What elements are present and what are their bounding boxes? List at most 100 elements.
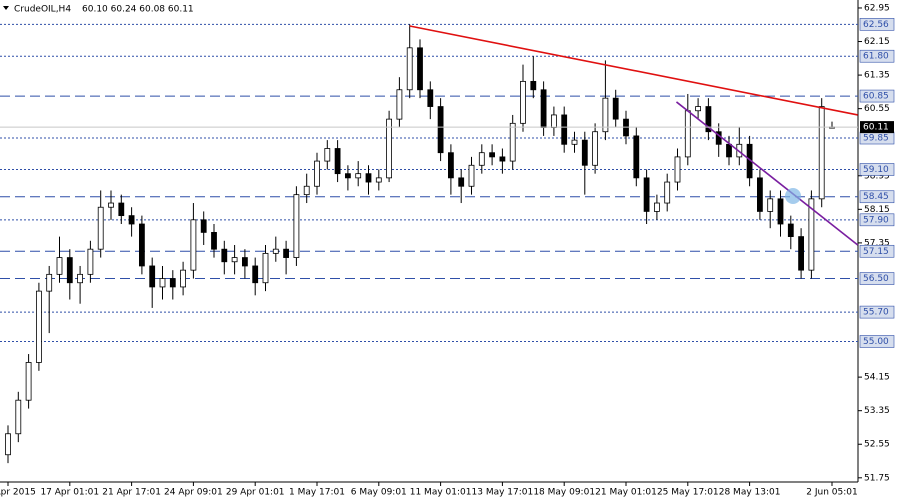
x-tick-label: 11 May 01:01 bbox=[410, 488, 472, 498]
level-label: 58.45 bbox=[863, 192, 889, 202]
candle-body bbox=[561, 114, 568, 145]
trend-line bbox=[409, 25, 858, 116]
candle-body bbox=[15, 399, 22, 435]
candle-body bbox=[509, 122, 516, 162]
candle-body bbox=[458, 177, 465, 187]
x-tick-label: 6 May 09:01 bbox=[351, 488, 407, 498]
candle-body bbox=[551, 114, 557, 128]
candle-body bbox=[262, 252, 269, 284]
candle-body bbox=[36, 290, 42, 363]
level-label: 59.10 bbox=[863, 165, 889, 175]
x-tick-label: 1 May 17:01 bbox=[289, 488, 345, 498]
candle-body bbox=[787, 223, 794, 237]
y-tick-label: 60.55 bbox=[864, 104, 890, 114]
x-tick-label: 25 May 17:01 bbox=[657, 488, 719, 498]
candle-body bbox=[612, 97, 619, 120]
candle-body bbox=[581, 139, 588, 166]
y-tick-label: 58.95 bbox=[864, 171, 890, 181]
candle-body bbox=[221, 248, 228, 263]
level-label-box bbox=[859, 213, 895, 227]
x-tick-label: 21 Apr 17:01 bbox=[102, 488, 161, 498]
x-tick-label: 24 Apr 09:01 bbox=[164, 488, 223, 498]
candle-body bbox=[180, 269, 187, 288]
candle-body bbox=[66, 257, 73, 284]
y-tick-label: 62.15 bbox=[864, 37, 890, 47]
candle-body bbox=[818, 106, 825, 200]
candle-body bbox=[252, 265, 259, 284]
current-price-box bbox=[860, 121, 894, 134]
candle-body bbox=[169, 278, 176, 288]
ohlc-text: 60.10 60.24 60.08 60.11 bbox=[82, 5, 194, 15]
candle-body bbox=[231, 257, 238, 263]
x-tick-label: 28 May 13:01 bbox=[719, 488, 781, 498]
candle-body bbox=[190, 219, 197, 271]
candle-body bbox=[365, 173, 372, 183]
candle-body bbox=[540, 89, 547, 128]
candle-body bbox=[592, 131, 598, 166]
candle-body bbox=[427, 89, 434, 107]
candle-body bbox=[386, 118, 393, 179]
candle-body bbox=[417, 47, 423, 91]
level-label-box bbox=[859, 89, 895, 103]
candle-body bbox=[25, 362, 32, 401]
candle-body bbox=[355, 173, 362, 179]
candle-body bbox=[478, 152, 485, 166]
candle-body bbox=[241, 257, 248, 267]
candle-body bbox=[159, 278, 166, 288]
menu-icon[interactable] bbox=[3, 6, 9, 10]
x-tick-label: 29 Apr 01:01 bbox=[226, 488, 285, 498]
candle-body bbox=[396, 89, 403, 120]
level-label-box bbox=[859, 244, 895, 258]
candle-body bbox=[602, 97, 609, 133]
candle-body bbox=[211, 232, 217, 250]
highlight-circle bbox=[785, 188, 801, 204]
level-label-box bbox=[859, 18, 895, 31]
level-label: 57.90 bbox=[863, 215, 889, 225]
candle-body bbox=[5, 433, 11, 456]
y-tick-label: 51.75 bbox=[864, 473, 890, 483]
candle-body bbox=[520, 80, 526, 124]
candle-body bbox=[314, 160, 320, 187]
candle-body bbox=[406, 47, 413, 91]
level-label: 55.70 bbox=[863, 308, 889, 318]
candle-body bbox=[654, 202, 660, 212]
level-label-box bbox=[859, 272, 895, 285]
candle-body bbox=[798, 236, 804, 271]
candle-body bbox=[324, 148, 331, 162]
candle-body bbox=[118, 202, 125, 217]
level-label-box bbox=[859, 190, 895, 204]
candle-body bbox=[303, 185, 310, 196]
candle-body bbox=[674, 156, 681, 183]
candle-body bbox=[283, 248, 290, 258]
candle-body bbox=[664, 181, 671, 204]
candle-body bbox=[726, 143, 732, 158]
candle-body bbox=[777, 198, 784, 225]
candle-body bbox=[499, 156, 506, 162]
candle-body bbox=[437, 106, 444, 154]
candle-body bbox=[108, 202, 114, 208]
trend-line bbox=[675, 101, 859, 246]
candle-body bbox=[375, 177, 382, 183]
current-price-label: 60.11 bbox=[863, 123, 889, 133]
y-tick-label: 61.35 bbox=[864, 71, 890, 81]
x-tick-label: 18 May 09:01 bbox=[533, 488, 595, 498]
level-label: 56.50 bbox=[863, 274, 889, 284]
level-label: 59.85 bbox=[863, 134, 889, 144]
candle-body bbox=[149, 265, 156, 288]
chart-title: CrudeOIL,H4 bbox=[14, 5, 71, 15]
candle-body bbox=[808, 198, 815, 271]
candle-body bbox=[97, 206, 104, 250]
candle-body bbox=[77, 273, 83, 284]
candle-body bbox=[46, 273, 53, 292]
candle-body bbox=[530, 80, 537, 91]
level-label-box bbox=[859, 49, 895, 63]
candle-body bbox=[489, 152, 496, 158]
candle-body bbox=[334, 148, 341, 175]
y-tick-label: 53.35 bbox=[864, 406, 890, 416]
y-tick-label: 62.95 bbox=[864, 3, 890, 13]
candle-body bbox=[344, 173, 351, 179]
y-tick-label: 58.15 bbox=[864, 205, 890, 215]
candle-body bbox=[447, 152, 454, 179]
